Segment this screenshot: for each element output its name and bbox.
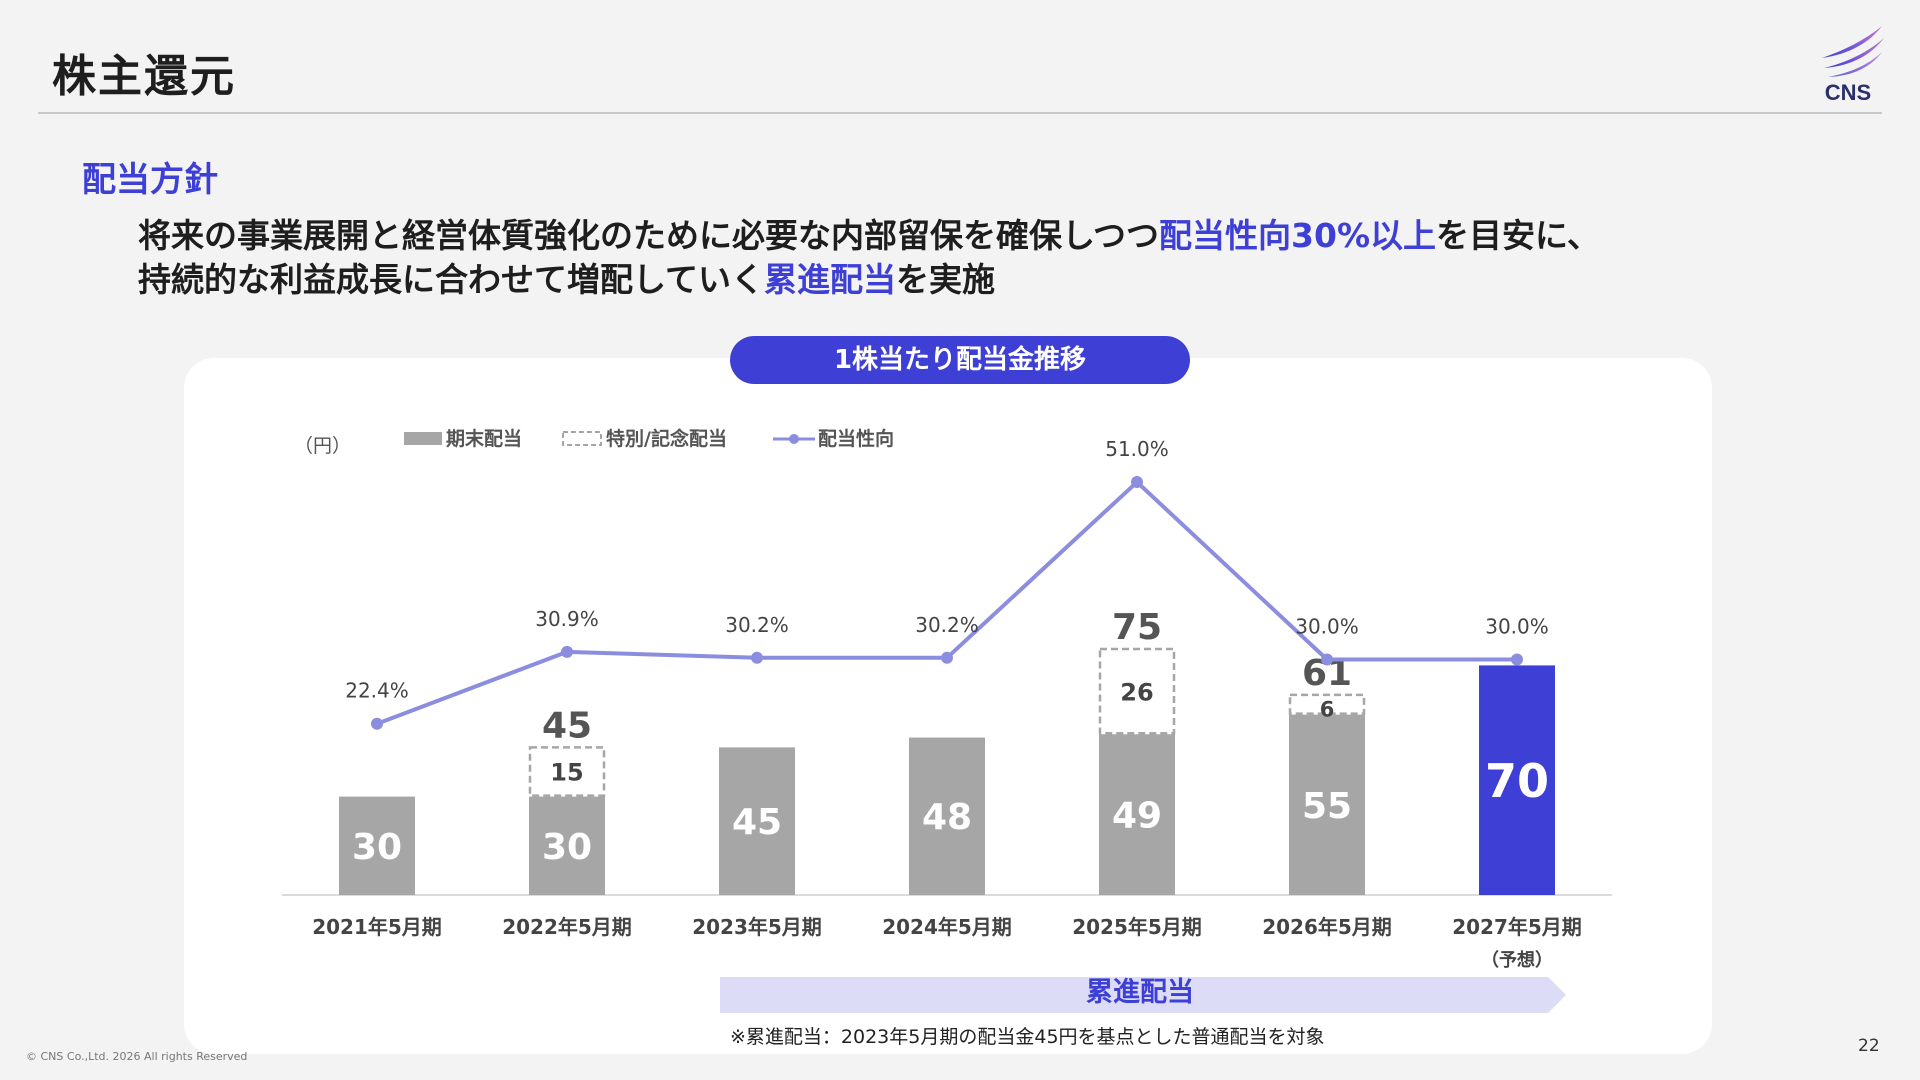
chart-card bbox=[184, 358, 1712, 1054]
progressive-dividend-arrow bbox=[720, 977, 1566, 1013]
payout-ratio-point bbox=[1321, 653, 1333, 666]
title-divider bbox=[38, 112, 1882, 114]
policy-text: 持続的な利益成長に合わせて増配していく bbox=[138, 260, 765, 299]
x-tick-label: 2027年5月期 bbox=[1452, 915, 1582, 939]
x-tick-label: 2026年5月期 bbox=[1262, 915, 1392, 939]
logo-text: CNS bbox=[1824, 80, 1872, 105]
payout-ratio-point bbox=[941, 651, 953, 664]
special-dividend-bar bbox=[528, 746, 606, 797]
legend-label: 特別/記念配当 bbox=[606, 427, 727, 450]
legend-swatch-base bbox=[404, 432, 442, 445]
bar-value-label: 30 bbox=[352, 827, 402, 868]
special-dividend-bar bbox=[1098, 647, 1176, 735]
total-dividend-label: 45 bbox=[542, 705, 592, 746]
bar bbox=[339, 796, 415, 895]
bar-value-label: 48 bbox=[922, 797, 972, 838]
bar-value-label: 55 bbox=[1302, 786, 1352, 827]
y-unit-label: （円） bbox=[294, 435, 351, 457]
special-dividend-label: 26 bbox=[1120, 678, 1153, 706]
bar bbox=[1289, 714, 1365, 895]
x-tick-label: 2021年5月期 bbox=[312, 915, 442, 939]
bar-value-label: 70 bbox=[1485, 754, 1549, 808]
x-tick-label: 2022年5月期 bbox=[502, 915, 632, 939]
progressive-dividend-label: 累進配当 bbox=[1086, 977, 1194, 1008]
policy-highlight: 配当性向30%以上 bbox=[1159, 216, 1437, 255]
payout-ratio-point bbox=[561, 645, 573, 658]
special-dividend-bar bbox=[1288, 693, 1366, 715]
payout-ratio-point bbox=[751, 651, 763, 664]
payout-ratio-label: 30.0% bbox=[1485, 615, 1549, 639]
chart-title: 1株当たり配当金推移 bbox=[730, 336, 1190, 384]
legend-label: 期末配当 bbox=[446, 427, 522, 450]
page-title: 株主還元 bbox=[52, 51, 236, 102]
x-tick-label: 2023年5月期 bbox=[692, 915, 822, 939]
legend-label: 配当性向 bbox=[818, 427, 894, 450]
policy-highlight: 累進配当 bbox=[764, 260, 897, 299]
page-number: 22 bbox=[1858, 1036, 1880, 1056]
section-title: 配当方針 bbox=[82, 160, 218, 200]
x-tick-label: 2025年5月期 bbox=[1072, 915, 1202, 939]
payout-ratio-label: 30.9% bbox=[535, 607, 599, 631]
copyright: © CNS Co.,Ltd. 2026 All rights Reserved bbox=[26, 1050, 248, 1063]
bar bbox=[719, 747, 795, 895]
policy-text: を実施 bbox=[896, 260, 996, 299]
payout-ratio-label: 51.0% bbox=[1105, 437, 1169, 461]
bar bbox=[909, 737, 985, 895]
x-tick-sublabel: （予想） bbox=[1481, 949, 1553, 971]
payout-ratio-label: 22.4% bbox=[345, 679, 409, 703]
payout-ratio-point bbox=[371, 717, 383, 730]
total-dividend-label: 75 bbox=[1112, 607, 1162, 648]
policy-text: 将来の事業展開と経営体質強化のために必要な内部留保を確保しつつ bbox=[138, 216, 1160, 255]
payout-ratio-point bbox=[1131, 476, 1143, 489]
progressive-dividend-note: ※累進配当：2023年5月期の配当金45円を基点とした普通配当を対象 bbox=[730, 1026, 1325, 1048]
special-dividend-label: 15 bbox=[550, 759, 583, 787]
payout-ratio-label: 30.2% bbox=[915, 613, 979, 637]
bar bbox=[1479, 665, 1555, 895]
bar-value-label: 49 bbox=[1112, 796, 1162, 837]
bar bbox=[529, 796, 605, 895]
x-tick-label: 2024年5月期 bbox=[882, 915, 1012, 939]
legend-swatch-special bbox=[562, 431, 602, 446]
payout-ratio-label: 30.0% bbox=[1295, 615, 1359, 639]
bar-value-label: 45 bbox=[732, 802, 782, 843]
special-dividend-label: 6 bbox=[1320, 697, 1335, 721]
legend-swatch-marker bbox=[789, 434, 799, 444]
policy-text: を目安に、 bbox=[1436, 216, 1601, 255]
payout-ratio-point bbox=[1511, 653, 1523, 666]
policy-statement: 将来の事業展開と経営体質強化のために必要な内部留保を確保しつつ配当性向30%以上… bbox=[138, 214, 1738, 302]
bar-value-label: 30 bbox=[542, 827, 592, 868]
payout-ratio-label: 30.2% bbox=[725, 613, 789, 637]
bar bbox=[1099, 734, 1175, 895]
